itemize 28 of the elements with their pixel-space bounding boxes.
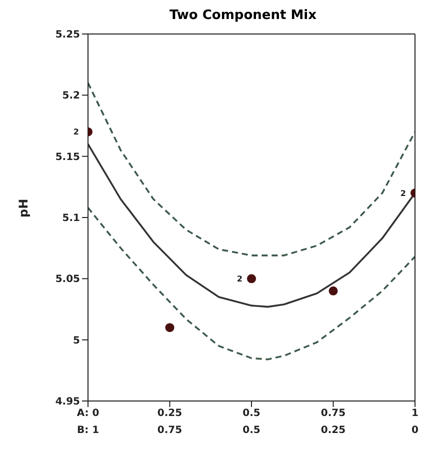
x2-tick-label: 0.5 bbox=[242, 425, 260, 436]
annotation: 2 bbox=[73, 128, 79, 137]
x2-tick-label: B: 1 bbox=[76, 425, 100, 436]
annotation: 2 bbox=[400, 188, 406, 198]
y-tick-label: 5.15 bbox=[55, 152, 80, 163]
y-tick-label: 4.95 bbox=[55, 396, 80, 408]
point bbox=[328, 286, 338, 296]
point bbox=[246, 274, 256, 284]
line-series bbox=[88, 143, 415, 308]
annotation: 2 bbox=[236, 274, 242, 284]
x-tick-label: 0.25 bbox=[157, 408, 182, 420]
x-tick-label: 0.75 bbox=[320, 408, 346, 420]
x2-tick-label: 0.75 bbox=[157, 425, 182, 436]
y-tick-label: 5.1 bbox=[62, 213, 80, 224]
y-tick-label: 5.05 bbox=[55, 274, 80, 286]
chart-title: Two Component Mix bbox=[168, 8, 318, 23]
x-tick-label: 0.5 bbox=[242, 408, 260, 420]
x-tick-label: 1 bbox=[412, 408, 419, 420]
x2-tick-label: 0 bbox=[412, 425, 419, 436]
line-series bbox=[88, 206, 415, 360]
x2-tick-label: 0.25 bbox=[320, 425, 346, 436]
y-tick-label: 5.2 bbox=[62, 90, 80, 102]
line-series bbox=[88, 82, 415, 256]
y-axis-title: pH bbox=[16, 198, 30, 218]
x-tick-label: A: 0 bbox=[76, 408, 100, 420]
y-tick-label: 5.25 bbox=[55, 30, 80, 41]
y-tick-label: 5 bbox=[73, 335, 80, 346]
point bbox=[165, 323, 174, 332]
